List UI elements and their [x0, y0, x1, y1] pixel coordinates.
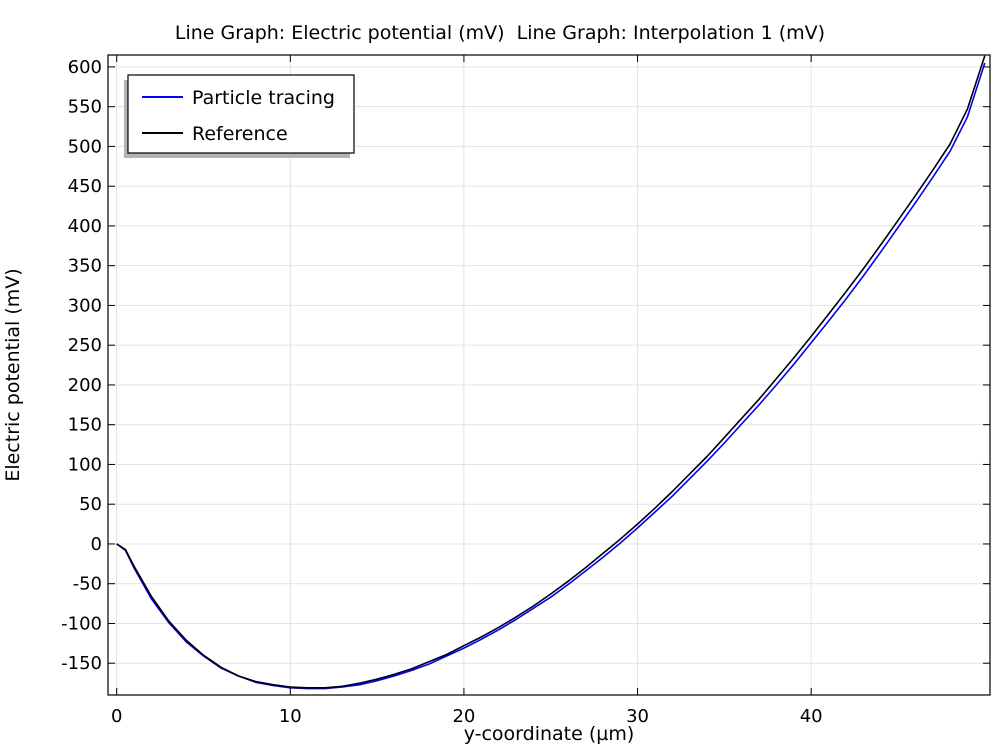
- legend: Particle tracing Reference: [124, 74, 355, 158]
- y-tick-label: 400: [68, 216, 102, 237]
- y-axis: -150 -100 -50 0 50 100 150 200 250 300 350 400 450 50…: [61, 57, 990, 674]
- y-tick-label: 50: [79, 494, 102, 515]
- y-tick-label: -50: [73, 574, 102, 595]
- grid: [108, 55, 990, 695]
- chart-title: Line Graph: Electric potential (mV) Line…: [175, 22, 825, 44]
- y-axis-title: Electric potential (mV): [2, 268, 24, 481]
- x-tick-label: 30: [626, 706, 649, 727]
- y-tick-label: -150: [61, 653, 102, 674]
- x-tick-label: 20: [452, 706, 475, 727]
- y-tick-label: 0: [91, 534, 102, 555]
- y-tick-label: 350: [68, 256, 102, 277]
- y-tick-label: 450: [68, 176, 102, 197]
- x-tick-label: 0: [111, 706, 122, 727]
- plot-area-frame: [107, 54, 991, 696]
- y-tick-label: 550: [68, 97, 102, 118]
- y-tick-label: 300: [68, 295, 102, 316]
- legend-label-particle-tracing: Particle tracing: [192, 87, 335, 109]
- series-line-reference: [116, 55, 986, 689]
- x-tick-label: 40: [800, 706, 823, 727]
- legend-label-reference: Reference: [192, 123, 288, 145]
- y-tick-label: 150: [68, 415, 102, 436]
- y-tick-label: 200: [68, 375, 102, 396]
- legend-box: [127, 74, 355, 154]
- y-tick-label: 600: [68, 57, 102, 78]
- y-tick-label: 500: [68, 136, 102, 157]
- x-axis: 0 10 20 30 40: [111, 55, 823, 727]
- y-tick-label: 250: [68, 335, 102, 356]
- series-group: [116, 55, 986, 690]
- y-tick-label: -100: [61, 613, 102, 634]
- x-tick-label: 10: [279, 706, 302, 727]
- x-axis-title: y-coordinate (µm): [464, 723, 635, 745]
- y-tick-label: 100: [68, 454, 102, 475]
